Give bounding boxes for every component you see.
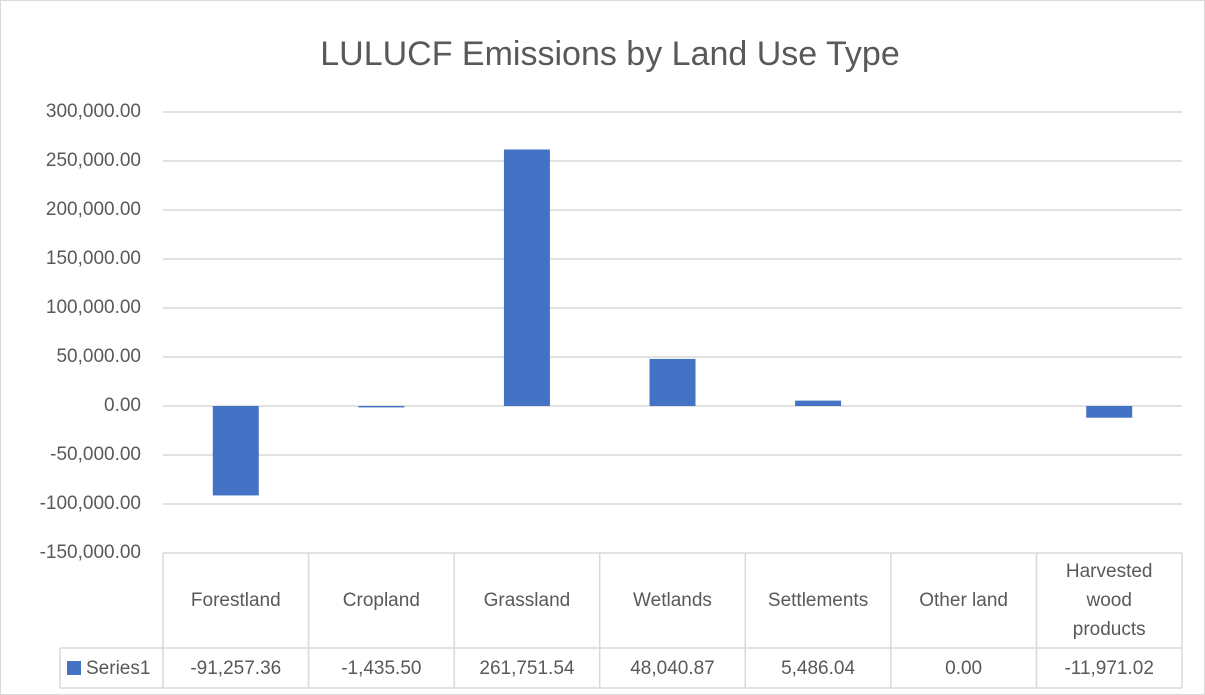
category-label: Forestland (190, 590, 281, 611)
y-tick-label: -150,000.00 (40, 542, 141, 563)
y-tick-label: 250,000.00 (46, 150, 141, 171)
y-tick-label: 300,000.00 (46, 101, 141, 122)
category-label: Settlements (767, 590, 869, 611)
bar (649, 358, 696, 406)
legend-label: Series1 (86, 657, 151, 679)
y-tick-label: 200,000.00 (46, 199, 141, 220)
y-tick-label: 0.00 (104, 395, 141, 416)
category-label: Other land (919, 590, 1008, 611)
legend-swatch (67, 661, 81, 675)
bar (212, 406, 259, 496)
bar (503, 149, 550, 406)
value-label: -1,435.50 (341, 657, 422, 679)
category-label: Grassland (483, 590, 571, 611)
category-label: Harvested wood products (1065, 561, 1153, 640)
value-label: 0.00 (945, 657, 983, 679)
value-label: 261,751.54 (479, 657, 575, 679)
category-label: Wetlands (633, 590, 712, 611)
value-label: 48,040.87 (630, 657, 715, 679)
bar (358, 406, 405, 408)
category-label: Cropland (342, 590, 420, 611)
bar (1086, 406, 1133, 418)
value-label: -11,971.02 (1064, 657, 1154, 679)
y-tick-label: -100,000.00 (40, 493, 141, 514)
y-tick-label: 100,000.00 (46, 297, 141, 318)
y-tick-label: 50,000.00 (56, 346, 141, 367)
y-tick-label: 150,000.00 (46, 248, 141, 269)
value-label: -91,257.36 (190, 657, 282, 679)
value-label: 5,486.04 (781, 657, 856, 679)
chart-title: LULUCF Emissions by Land Use Type (320, 35, 900, 73)
bar (795, 400, 842, 406)
y-tick-label: -50,000.00 (50, 444, 141, 465)
